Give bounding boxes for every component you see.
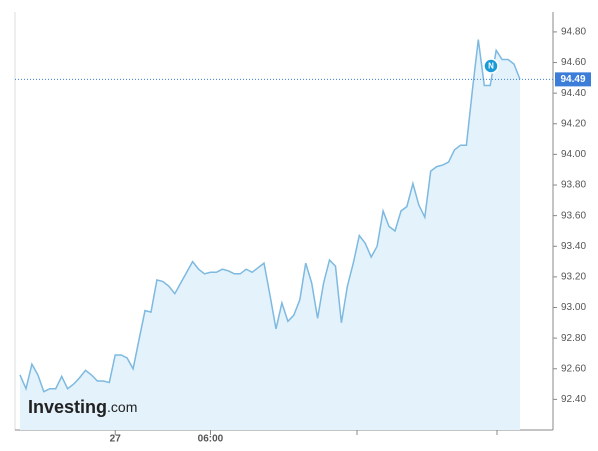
last-price-box <box>555 72 591 87</box>
y-tick-label: 92.60 <box>561 363 586 374</box>
y-tick-label: 93.60 <box>561 210 586 221</box>
y-tick-label: 93.20 <box>561 272 586 283</box>
y-tick-label: 92.80 <box>561 333 586 344</box>
x-tick-label: 06:00 <box>198 434 224 445</box>
news-marker-label: N <box>488 62 494 71</box>
y-tick-label: 94.80 <box>561 27 586 38</box>
y-tick-label: 94.20 <box>561 118 586 129</box>
price-line <box>19 39 521 393</box>
y-tick-label: 93.80 <box>561 180 586 191</box>
y-tick-label: 92.40 <box>561 394 586 405</box>
logo-suffix: .com <box>107 399 137 415</box>
y-tick-label: 93.00 <box>561 302 586 313</box>
last-price-label: 94.49 <box>560 74 585 85</box>
x-tick-label: 27 <box>110 434 122 445</box>
logo: Investing.com <box>28 397 137 417</box>
y-tick-label: 94.60 <box>561 57 586 68</box>
y-tick-label: 94.00 <box>561 149 586 160</box>
area-fill <box>20 39 520 430</box>
y-tick-label: 93.40 <box>561 241 586 252</box>
logo-name: Investing <box>28 397 107 417</box>
news-marker <box>483 58 499 74</box>
y-tick-label: 94.40 <box>561 88 586 99</box>
